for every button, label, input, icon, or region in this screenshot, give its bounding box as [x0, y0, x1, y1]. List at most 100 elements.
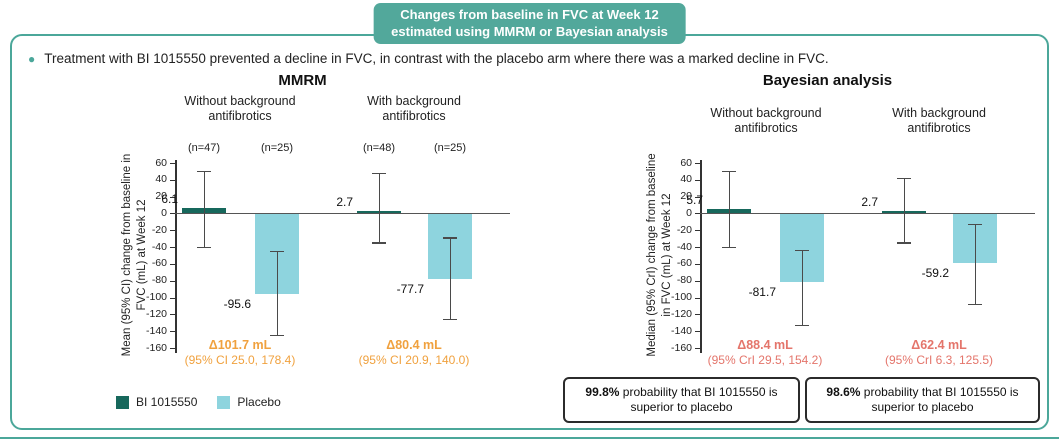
error-bar-cap-bottom — [722, 246, 736, 249]
badge-title-line1: Changes from baseline in FVC at Week 12 — [400, 7, 659, 22]
mmrm-group-label-with: With background antifibrotics — [367, 94, 461, 123]
mmrm-chart-title: MMRM — [278, 72, 327, 89]
error-bar-line — [449, 237, 451, 320]
legend: BI 1015550 Placebo — [116, 395, 281, 409]
probability-value: 98.6% — [826, 385, 861, 399]
error-bar-cap-bottom — [795, 324, 809, 327]
bayesian-panel: Bayesian analysis Median (95% CrI) chang… — [543, 70, 1055, 432]
error-bar-line — [801, 250, 803, 326]
y-tick — [695, 213, 700, 215]
y-tick-label: -120 — [145, 307, 167, 320]
error-bar-cap-bottom — [197, 246, 211, 249]
bayesian-group-label-without: Without background antifibrotics — [710, 106, 822, 135]
y-axis-line — [700, 160, 702, 353]
bar-value-label: 2.7 — [861, 195, 878, 210]
error-bar-cap-bottom — [372, 242, 386, 244]
error-bar-cap-top — [270, 250, 284, 253]
y-tick — [695, 297, 700, 299]
n-count-label: (n=25) — [260, 142, 294, 154]
y-tick-label: 0 — [686, 206, 692, 219]
y-tick — [695, 263, 700, 265]
y-tick — [170, 348, 175, 349]
n-count-label: (n=48) — [362, 142, 396, 154]
y-tick-label: 40 — [155, 173, 167, 186]
y-tick-label: 60 — [155, 156, 167, 169]
y-tick-label: 60 — [680, 156, 692, 169]
y-tick — [170, 280, 175, 282]
y-tick-label: -60 — [151, 257, 167, 270]
mmrm-delta-with: Δ80.4 mL (95% CI 20.9, 140.0) — [304, 338, 524, 368]
badge-title-line2: estimated using MMRM or Bayesian analysi… — [391, 23, 668, 39]
error-bar-line — [903, 178, 905, 243]
error-bar-cap-top — [443, 237, 457, 239]
y-tick-label: -20 — [676, 223, 692, 236]
y-tick — [695, 179, 700, 181]
y-tick-label: -60 — [676, 257, 692, 270]
error-bar-line — [203, 171, 205, 248]
mmrm-delta-without: Δ101.7 mL (95% CI 25.0, 178.4) — [130, 338, 350, 368]
y-tick — [170, 331, 175, 333]
y-tick — [170, 314, 175, 316]
y-tick-label: 20 — [680, 190, 692, 203]
bar-value-label: 5.7 — [686, 192, 703, 207]
y-tick — [170, 213, 175, 215]
y-tick — [695, 163, 700, 164]
y-tick — [695, 247, 700, 249]
zero-baseline — [175, 213, 510, 215]
delta-ci: (95% CrI 29.5, 154.2) — [707, 353, 823, 367]
key-finding-row: ● Treatment with BI 1015550 prevented a d… — [28, 51, 829, 66]
error-bar-cap-top — [722, 170, 736, 173]
bayesian-chart-title: Bayesian analysis — [762, 72, 893, 89]
y-tick-label: -140 — [670, 324, 692, 337]
delta-value: Δ88.4 mL — [737, 338, 793, 352]
error-bar-line — [974, 224, 976, 305]
y-tick — [695, 331, 700, 333]
y-tick — [695, 196, 700, 198]
y-tick — [170, 230, 175, 232]
delta-ci: (95% CrI 6.3, 125.5) — [884, 353, 994, 367]
y-tick-label: -140 — [145, 324, 167, 337]
y-tick — [170, 247, 175, 249]
mmrm-plot-area: 60 40 20 0 -20 -40 -60 -80 -100 -120 -140 -160 6.1 (n… — [18, 142, 530, 373]
y-tick — [170, 297, 175, 299]
delta-value: Δ62.4 mL — [911, 338, 967, 352]
bar-value-label: 2.7 — [336, 195, 353, 210]
bayesian-group-label-with: With background antifibrotics — [892, 106, 986, 135]
bayesian-delta-with: Δ62.4 mL (95% CrI 6.3, 125.5) — [829, 338, 1049, 368]
probability-value: 99.8% — [585, 385, 620, 399]
y-tick — [170, 179, 175, 181]
bar-value-label: -77.7 — [396, 281, 424, 296]
probability-box-with: 98.6% probability that BI 1015550 is sup… — [805, 377, 1040, 423]
error-bar-line — [378, 173, 380, 243]
y-tick-label: -20 — [151, 223, 167, 236]
n-count-label: (n=47) — [187, 142, 221, 154]
bar-value-label: -95.6 — [223, 296, 251, 311]
bar-value-label: -81.7 — [748, 285, 776, 300]
y-tick-label: -40 — [676, 240, 692, 253]
delta-ci: (95% CI 20.9, 140.0) — [358, 353, 470, 367]
error-bar-cap-bottom — [968, 303, 982, 306]
delta-ci: (95% CI 25.0, 178.4) — [184, 353, 296, 367]
y-tick-label: -120 — [670, 307, 692, 320]
y-tick-label: 20 — [155, 190, 167, 203]
figure-title-badge: Changes from baseline in FVC at Week 12 … — [373, 3, 686, 44]
error-bar-line — [728, 171, 730, 248]
y-tick-label: 0 — [161, 206, 167, 219]
error-bar-line — [276, 251, 278, 336]
key-finding-text: Treatment with BI 1015550 prevented a de… — [44, 51, 829, 66]
error-bar-cap-top — [897, 177, 911, 180]
y-tick-label: -80 — [151, 274, 167, 287]
delta-value: Δ101.7 mL — [208, 338, 272, 352]
y-tick — [695, 280, 700, 282]
error-bar-cap-bottom — [443, 318, 457, 321]
y-axis-line — [175, 160, 177, 353]
y-tick-label: -100 — [670, 291, 692, 304]
bar-value-label: 6.1 — [161, 192, 178, 207]
bayesian-plot-area: 60 40 20 0 -20 -40 -60 -80 -100 -120 -140 -160 5.7 -8… — [543, 156, 1055, 373]
legend-swatch-placebo — [217, 395, 231, 409]
legend-label-bi: BI 1015550 — [136, 395, 198, 409]
y-tick-label: -100 — [145, 291, 167, 304]
bullet-icon: ● — [28, 52, 36, 66]
y-tick-label: 40 — [680, 173, 692, 186]
